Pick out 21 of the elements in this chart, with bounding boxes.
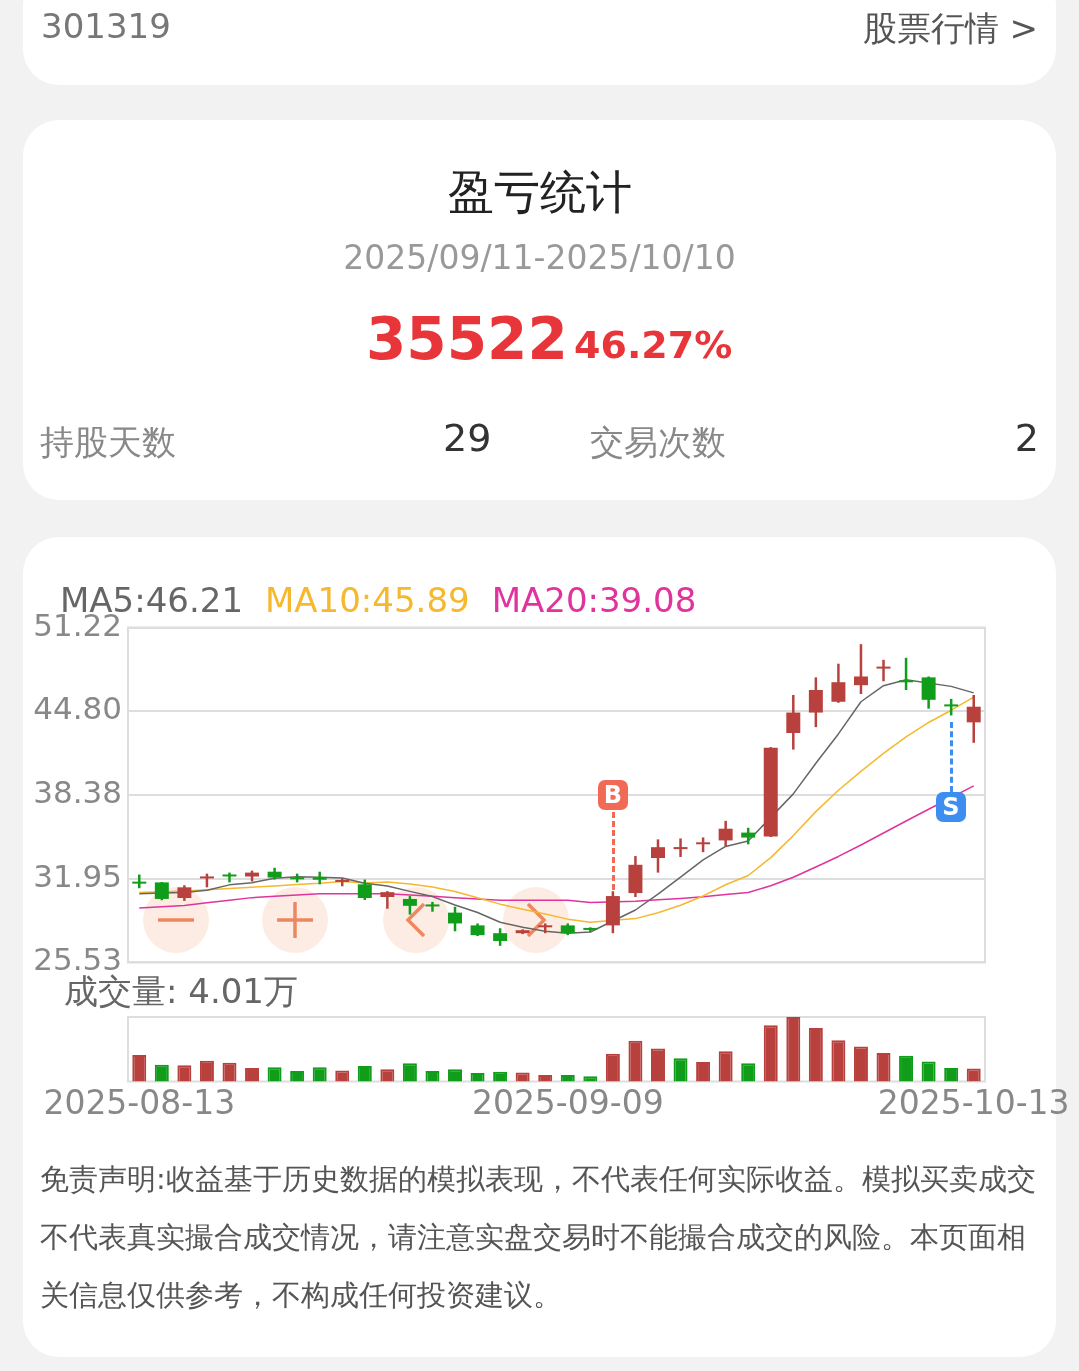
text: 盈亏统计 xyxy=(446,164,633,221)
text: 持股天数 xyxy=(40,421,176,464)
text: 29 xyxy=(443,416,492,460)
text: MA10:45.89 xyxy=(265,580,470,620)
y-tick-label: 44.80 xyxy=(33,690,122,727)
annotation: B xyxy=(598,780,628,810)
x-tick-label: 2025-10-13 xyxy=(877,1082,1070,1122)
text: 交易次数 xyxy=(590,421,726,464)
text: 免责声明:收益基于历史数据的模拟表现，不代表任何实际收益。模拟买卖成交不代表真实撮合成交情况，请注意实盘交易时不能撮合成交的风险。本页面相关信息仅供参考，不构成任何投资建议。 xyxy=(40,1161,1037,1314)
text: 股票行情 > xyxy=(862,7,1038,50)
y-tick-label: 38.38 xyxy=(33,773,122,810)
text: 46.27% xyxy=(574,323,733,367)
x-tick-label: 2025-09-09 xyxy=(471,1082,664,1122)
text: 35522 xyxy=(366,305,568,373)
x-tick-label: 2025-08-13 xyxy=(43,1082,236,1122)
text: 2025/09/11-2025/10/10 xyxy=(342,238,737,277)
text: 301319 xyxy=(41,6,171,46)
annotation: S xyxy=(936,792,966,822)
text: MA20:39.08 xyxy=(491,580,697,620)
text: 2 xyxy=(1014,416,1039,460)
y-tick-label: 31.95 xyxy=(33,857,122,894)
